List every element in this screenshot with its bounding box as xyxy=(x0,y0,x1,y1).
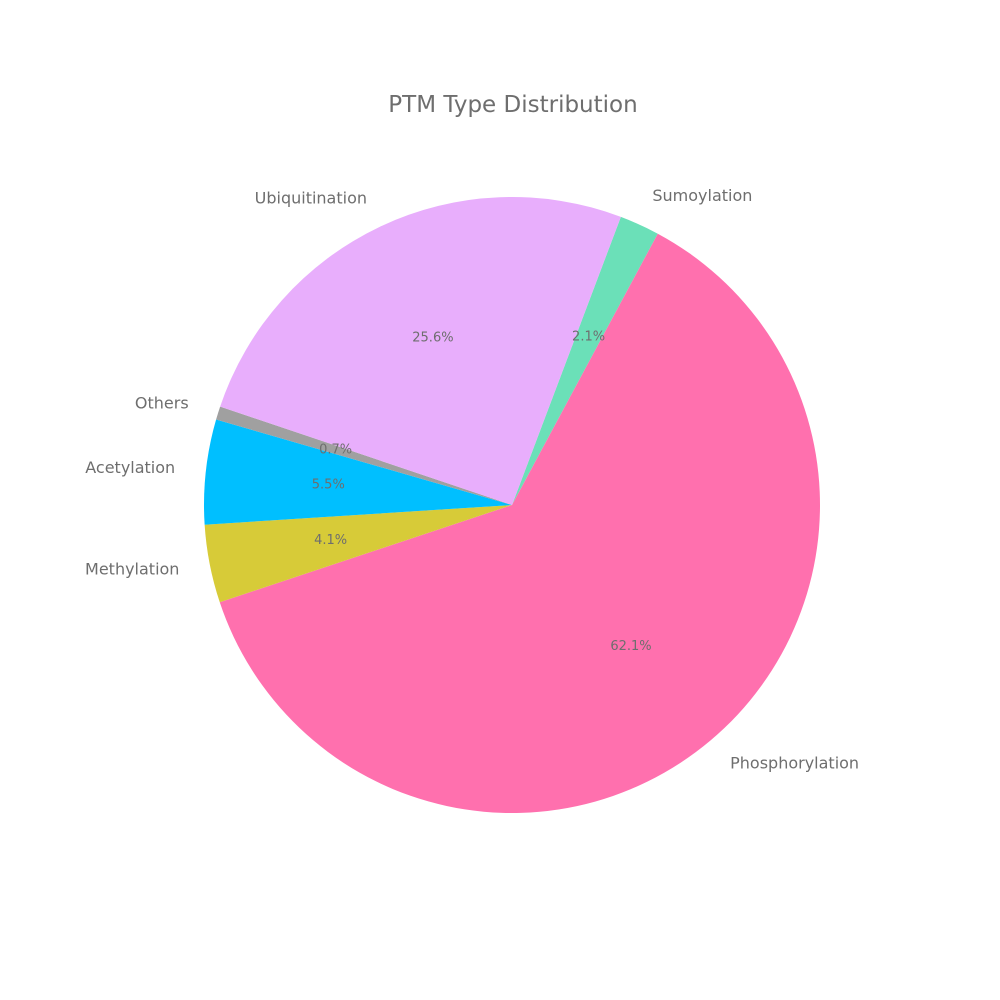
slice-phosphorylation xyxy=(219,233,821,813)
category-label-phosphorylation: Phosphorylation xyxy=(730,754,859,773)
pct-label-methylation: 4.1% xyxy=(314,533,347,548)
slice-sumoylation xyxy=(512,216,658,505)
category-label-methylation: Methylation xyxy=(85,559,179,578)
pct-label-acetylation: 5.5% xyxy=(312,477,345,492)
slice-methylation xyxy=(204,505,512,603)
category-label-sumoylation: Sumoylation xyxy=(652,186,752,205)
pct-label-ubiquitination: 25.6% xyxy=(412,330,453,345)
chart-title: PTM Type Distribution xyxy=(388,92,637,118)
category-labels: Sumoylation Phosphorylation Methylation Ace… xyxy=(85,186,859,773)
category-label-acetylation: Acetylation xyxy=(85,458,175,477)
slice-others xyxy=(216,406,512,505)
category-label-ubiquitination: Ubiquitination xyxy=(255,188,367,207)
slice-acetylation xyxy=(204,419,513,525)
pct-label-phosphorylation: 62.1% xyxy=(610,639,651,654)
category-label-others: Others xyxy=(135,393,189,412)
percent-labels: 2.1% 62.1% 4.1% 5.5% 0.7% 25.6% xyxy=(312,329,652,654)
pct-label-sumoylation: 2.1% xyxy=(572,329,605,344)
pie-slices xyxy=(204,197,821,813)
slice-ubiquitination xyxy=(220,197,621,505)
pct-label-others: 0.7% xyxy=(319,442,352,457)
